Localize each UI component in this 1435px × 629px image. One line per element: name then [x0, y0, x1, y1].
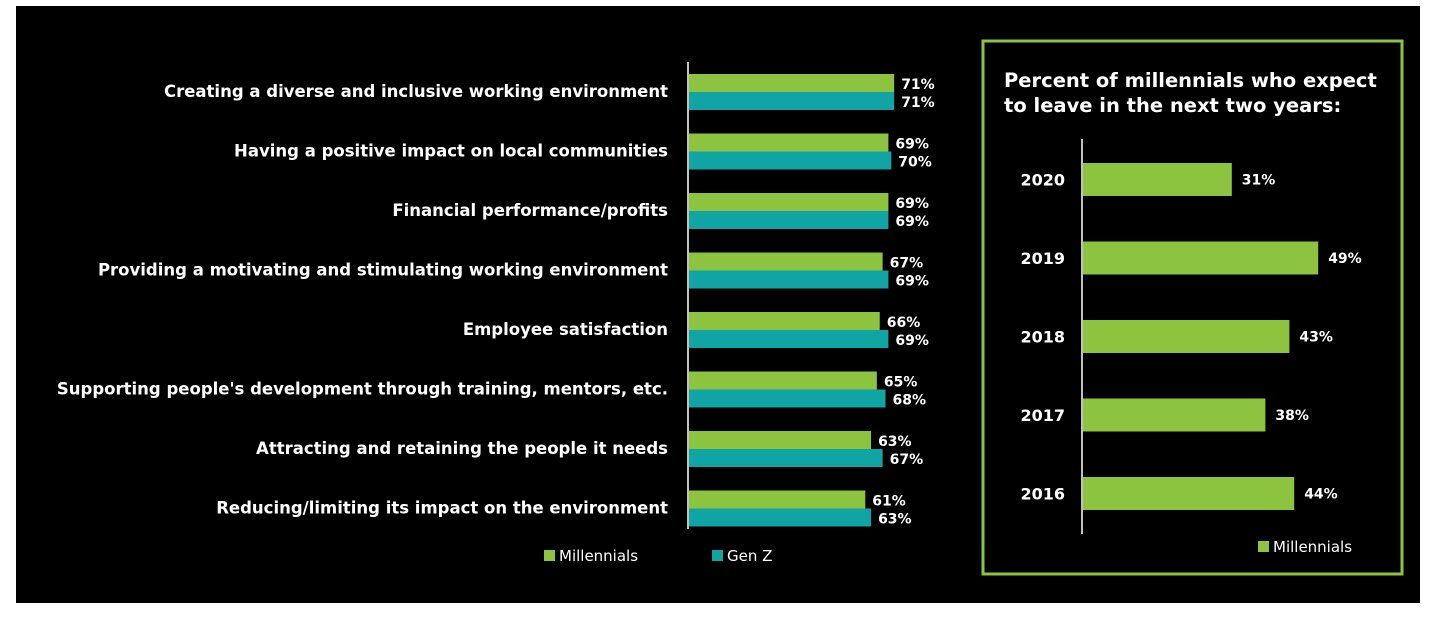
genz-value-label: 71%	[901, 95, 935, 111]
year-label: 2017	[1020, 406, 1065, 425]
genz-bar	[689, 508, 872, 527]
legend-genz-label: Gen Z	[727, 547, 772, 565]
millennials-value-label: 71%	[901, 77, 935, 93]
panel-border	[981, 39, 1404, 576]
genz-value-label: 67%	[890, 452, 924, 468]
category-label: Financial performance/profits	[392, 201, 668, 220]
leave-value-label: 38%	[1275, 408, 1309, 424]
genz-bar	[689, 92, 895, 110]
leave-value-label: 44%	[1304, 487, 1338, 503]
genz-value-label: 68%	[893, 393, 927, 409]
millennials-value-label: 66%	[887, 315, 921, 331]
millennials-bar	[689, 133, 889, 152]
panel-title-line: to leave in the next two years:	[1004, 94, 1341, 117]
millennials-leave-bar	[1083, 320, 1290, 353]
category-label: Providing a motivating and stimulating w…	[98, 261, 668, 280]
legend-millennials-label: Millennials	[559, 547, 638, 565]
year-label: 2020	[1020, 171, 1065, 190]
year-label: 2019	[1020, 249, 1065, 268]
category-label: Creating a diverse and inclusive working…	[164, 82, 668, 101]
millennials-value-label: 69%	[895, 196, 929, 212]
millennials-bar	[689, 312, 880, 330]
legend-genz-swatch	[712, 550, 723, 561]
panel-legend-millennials-label: Millennials	[1273, 538, 1352, 556]
millennials-value-label: 61%	[872, 494, 906, 510]
millennials-bar	[689, 431, 872, 449]
year-label: 2018	[1020, 328, 1065, 347]
millennials-value-label: 67%	[890, 256, 924, 272]
leave-value-label: 31%	[1242, 173, 1276, 189]
genz-bar	[689, 151, 892, 170]
genz-bar	[689, 211, 889, 229]
category-label: Reducing/limiting its impact on the envi…	[216, 499, 668, 518]
millennials-value-label: 63%	[878, 434, 912, 450]
genz-value-label: 63%	[878, 512, 912, 528]
genz-value-label: 69%	[895, 274, 929, 290]
millennials-leave-bar	[1083, 163, 1232, 196]
organization-priorities-bar-chart: Creating a diverse and inclusive working…	[57, 62, 935, 565]
millennials-leave-bar	[1083, 398, 1266, 432]
millennials-bar	[689, 252, 883, 271]
category-label: Having a positive impact on local commun…	[234, 142, 668, 161]
millennials-value-label: 65%	[884, 375, 918, 391]
genz-bar	[689, 389, 886, 408]
genz-value-label: 69%	[895, 333, 929, 349]
leave-value-label: 43%	[1299, 330, 1333, 346]
genz-value-label: 69%	[895, 214, 929, 230]
leave-value-label: 49%	[1328, 251, 1362, 267]
millennials-bar	[689, 371, 877, 390]
genz-bar	[689, 330, 889, 348]
category-label: Supporting people's development through …	[57, 380, 668, 399]
genz-value-label: 70%	[898, 155, 932, 171]
millennials-value-label: 69%	[895, 137, 929, 153]
category-label: Employee satisfaction	[463, 320, 668, 339]
legend-millennials-swatch	[544, 550, 555, 561]
category-label: Attracting and retaining the people it n…	[256, 439, 668, 458]
millennials-leave-bar	[1083, 241, 1319, 275]
year-label: 2016	[1020, 485, 1065, 504]
panel-title-line: Percent of millennials who expect	[1004, 69, 1377, 92]
millennials-leave-bar	[1083, 477, 1295, 510]
genz-bar	[689, 270, 889, 289]
millennials-bar	[689, 490, 866, 509]
millennials-bar	[689, 193, 889, 211]
panel-legend-millennials-swatch	[1258, 541, 1269, 552]
millennials-bar	[689, 74, 895, 92]
infographic-canvas: Creating a diverse and inclusive working…	[16, 6, 1420, 603]
genz-bar	[689, 449, 883, 467]
